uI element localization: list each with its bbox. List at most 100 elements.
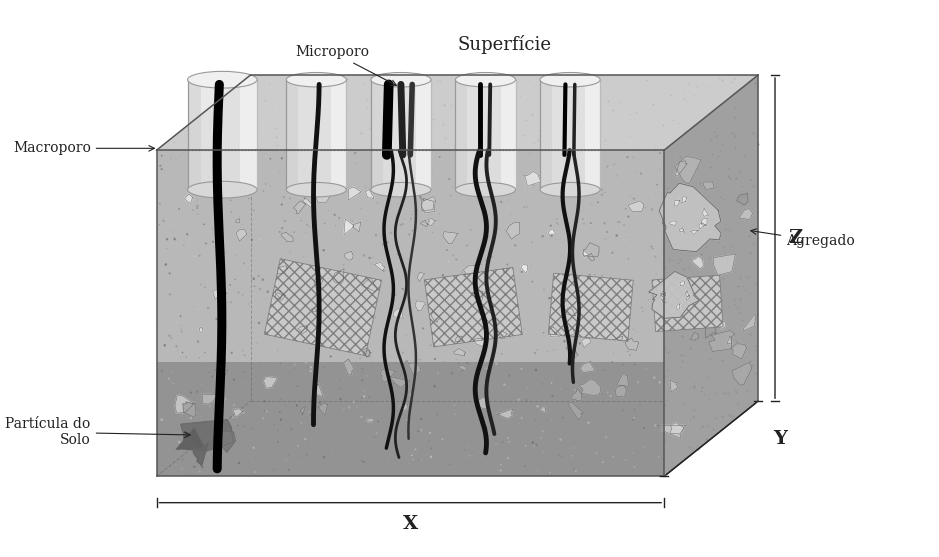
Point xyxy=(355,376,370,385)
Point xyxy=(409,206,424,214)
Point xyxy=(257,407,272,416)
Polygon shape xyxy=(690,333,699,340)
Point xyxy=(554,452,569,461)
Point xyxy=(630,378,645,387)
Point xyxy=(729,388,744,397)
Point xyxy=(564,318,579,327)
Point xyxy=(363,72,378,81)
Point xyxy=(725,240,740,249)
Point xyxy=(580,163,595,172)
Point xyxy=(192,412,208,421)
Point xyxy=(648,144,663,153)
Point xyxy=(746,128,761,137)
Point xyxy=(649,188,664,197)
Polygon shape xyxy=(443,232,457,244)
Point xyxy=(611,305,626,314)
Point xyxy=(313,265,328,273)
Point xyxy=(246,206,261,214)
Point xyxy=(480,368,495,377)
Point xyxy=(437,326,452,335)
Point xyxy=(312,398,327,407)
Point xyxy=(336,405,351,414)
Polygon shape xyxy=(497,409,513,419)
Point xyxy=(255,309,270,318)
Point xyxy=(338,100,353,109)
Point xyxy=(487,396,502,405)
Point xyxy=(205,372,220,381)
Point xyxy=(715,355,730,364)
Bar xyxy=(540,80,552,190)
Point xyxy=(162,355,177,364)
Point xyxy=(441,174,456,183)
Point xyxy=(695,314,710,323)
Point xyxy=(496,140,511,149)
Point xyxy=(677,126,692,135)
Point xyxy=(728,113,743,121)
Point xyxy=(427,382,442,390)
Point xyxy=(554,370,569,379)
Point xyxy=(360,94,375,103)
Point xyxy=(360,159,375,168)
Point xyxy=(653,290,668,299)
Point xyxy=(714,192,729,201)
Point xyxy=(416,324,431,333)
Point xyxy=(509,160,524,169)
Point xyxy=(357,457,372,466)
Point xyxy=(404,214,419,223)
Point xyxy=(570,320,585,329)
Polygon shape xyxy=(318,403,328,416)
Point xyxy=(734,181,749,190)
Point xyxy=(714,309,729,318)
Point xyxy=(679,96,694,105)
Point xyxy=(165,379,180,388)
Point xyxy=(215,429,230,438)
Point xyxy=(714,266,729,275)
Point xyxy=(239,75,254,84)
Polygon shape xyxy=(675,157,701,184)
Point xyxy=(598,234,613,243)
Point xyxy=(337,276,352,285)
Point xyxy=(653,150,668,159)
Point xyxy=(566,121,581,130)
Bar xyxy=(265,258,381,355)
Point xyxy=(661,235,676,244)
Point xyxy=(718,224,733,233)
Point xyxy=(160,244,175,253)
Point xyxy=(721,389,736,398)
Point xyxy=(535,379,550,388)
Point xyxy=(316,362,331,371)
Point xyxy=(653,324,668,333)
Bar xyxy=(286,80,299,190)
Point xyxy=(516,131,531,140)
Point xyxy=(618,237,633,246)
Point xyxy=(489,359,504,368)
Point xyxy=(715,341,730,350)
Point xyxy=(617,221,632,229)
Point xyxy=(575,309,590,317)
Point xyxy=(698,277,713,286)
Point xyxy=(272,168,287,177)
Point xyxy=(196,220,211,229)
Point xyxy=(535,157,550,165)
Point xyxy=(166,138,181,146)
Point xyxy=(269,124,284,133)
Point xyxy=(458,235,473,244)
Point xyxy=(325,447,340,456)
Point xyxy=(660,395,675,404)
Point xyxy=(401,241,416,250)
Ellipse shape xyxy=(371,72,431,87)
Point xyxy=(598,135,613,144)
Point xyxy=(553,384,568,393)
Point xyxy=(210,306,225,315)
Point xyxy=(272,224,287,233)
Point xyxy=(566,385,581,394)
Point xyxy=(495,153,510,162)
Point xyxy=(709,299,724,307)
Point xyxy=(179,413,194,422)
Point xyxy=(454,397,470,405)
Point xyxy=(154,165,169,174)
Ellipse shape xyxy=(540,72,600,87)
Point xyxy=(727,73,742,82)
Point xyxy=(604,274,619,283)
Point xyxy=(683,414,698,423)
